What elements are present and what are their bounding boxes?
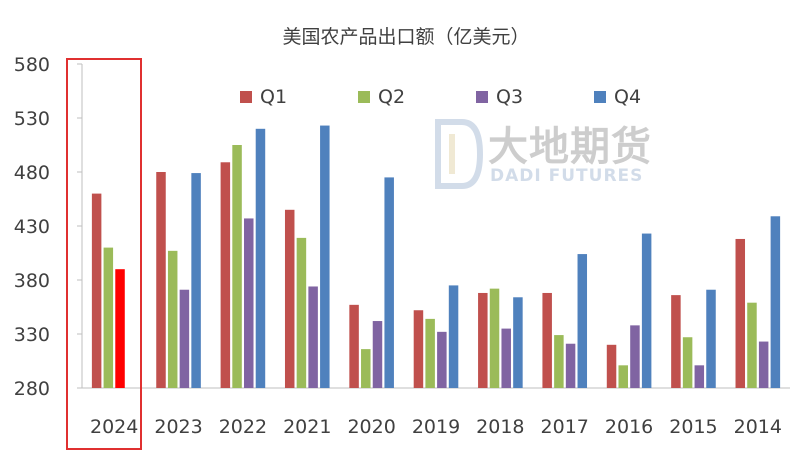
watermark-logo-icon — [435, 119, 484, 189]
bar-2017-q2 — [554, 335, 564, 388]
watermark-en: DADI FUTURES — [490, 166, 644, 186]
bar-2023-q1 — [156, 172, 166, 388]
bar-2016-q4 — [641, 233, 652, 388]
x-tick-label-2023: 2023 — [154, 416, 202, 438]
x-tick-label-2015: 2015 — [669, 416, 717, 438]
bar-2015-q3 — [694, 365, 705, 388]
bar-2022-q2 — [232, 145, 242, 388]
x-tick-label-2019: 2019 — [412, 416, 460, 438]
legend-item-q4: Q4 — [594, 86, 712, 108]
chart-title: 美国农产品出口额（亿美元） — [282, 26, 530, 48]
bar-2021-q4 — [320, 125, 330, 388]
y-tick-label: 480 — [14, 162, 50, 184]
y-tick-label: 330 — [14, 324, 50, 346]
legend-item-q1: Q1 — [240, 86, 358, 108]
x-tick-label-2016: 2016 — [605, 416, 653, 438]
legend-label-q4: Q4 — [614, 86, 642, 108]
x-tick-label-2014: 2014 — [734, 416, 782, 438]
bar-2019-q2 — [425, 318, 435, 388]
bar-2017-q4 — [577, 254, 588, 388]
bar-2019-q1 — [413, 310, 424, 388]
bar-2021-q2 — [296, 237, 307, 388]
bar-2018-q3 — [501, 328, 511, 388]
watermark: 大地期货 DADI FUTURES — [432, 112, 652, 194]
bar-2016-q2 — [618, 365, 628, 388]
legend-swatch-q3 — [476, 91, 488, 103]
legend-swatch-q4 — [594, 91, 606, 103]
bar-2015-q4 — [706, 289, 716, 388]
bar-2020-q4 — [384, 177, 394, 388]
bar-2015-q1 — [671, 295, 681, 388]
bar-2016-q1 — [606, 344, 617, 388]
x-tick-label-2024: 2024 — [90, 416, 138, 438]
bar-2019-q4 — [448, 285, 459, 388]
bar-2020-q1 — [349, 304, 359, 388]
legend: Q1 Q2 Q3 Q4 — [240, 86, 712, 108]
bar-2014-q2 — [747, 302, 757, 388]
bar-2014-q1 — [735, 238, 746, 388]
y-tick-label: 580 — [14, 54, 50, 76]
bar-2022-q4 — [255, 128, 266, 389]
legend-label-q3: Q3 — [496, 86, 524, 108]
bar-2023-q4 — [191, 173, 201, 388]
bar-2021-q1 — [284, 209, 295, 388]
bar-2016-q3 — [630, 325, 640, 388]
bar-2014-q3 — [758, 341, 769, 388]
bar-2015-q2 — [682, 337, 693, 388]
bar-2017-q1 — [542, 292, 552, 388]
y-tick-label: 430 — [14, 216, 50, 238]
bar-2024-q2 — [103, 247, 114, 388]
legend-label-q1: Q1 — [260, 86, 288, 108]
bar-2019-q3 — [437, 331, 447, 388]
y-tick-label: 380 — [14, 270, 50, 292]
x-tick-label-2020: 2020 — [347, 416, 395, 438]
bar-2023-q2 — [167, 250, 178, 388]
bar-2020-q2 — [361, 349, 371, 388]
watermark-cn: 大地期货 — [488, 124, 652, 170]
bar-2022-q3 — [244, 218, 254, 388]
y-tick-label: 280 — [14, 378, 50, 400]
x-tick-label-2022: 2022 — [219, 416, 267, 438]
bar-2018-q4 — [513, 297, 523, 388]
legend-item-q3: Q3 — [476, 86, 594, 108]
bar-2014-q4 — [770, 216, 781, 388]
bar-2023-q3 — [179, 289, 190, 388]
bar-2020-q3 — [372, 321, 383, 388]
legend-item-q2: Q2 — [358, 86, 476, 108]
bar-2017-q3 — [565, 343, 576, 388]
x-tick-label-2017: 2017 — [541, 416, 589, 438]
legend-swatch-q1 — [240, 91, 252, 103]
bar-2024-q3 — [115, 269, 125, 388]
bar-2024-q1 — [91, 193, 102, 388]
bar-2018-q1 — [478, 292, 488, 388]
bar-2021-q3 — [308, 286, 318, 388]
y-tick-label: 530 — [14, 108, 50, 130]
x-tick-label-2018: 2018 — [476, 416, 524, 438]
bar-2018-q2 — [489, 288, 500, 388]
highlight-box-2024 — [66, 58, 142, 450]
legend-swatch-q2 — [358, 91, 370, 103]
bar-2022-q1 — [220, 162, 231, 388]
x-tick-label-2021: 2021 — [283, 416, 331, 438]
legend-label-q2: Q2 — [378, 86, 406, 108]
